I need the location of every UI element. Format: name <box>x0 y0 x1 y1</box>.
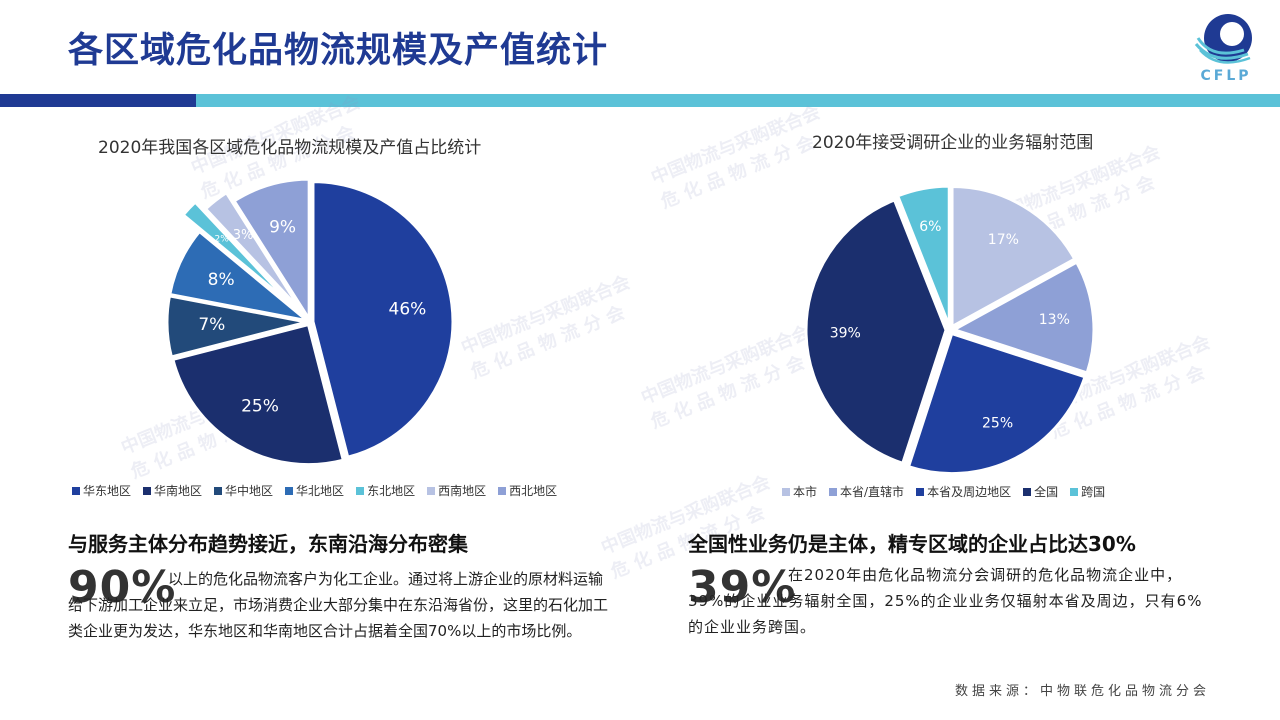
right-section-heading: 全国性业务仍是主体，精专区域的企业占比达30% <box>688 532 1136 556</box>
legend-label: 全国 <box>1034 485 1059 499</box>
legend-label: 华东地区 <box>83 484 132 498</box>
legend-item-2: 华南地区 <box>143 482 202 499</box>
left-chart-title: 2020年我国各区域危化品物流规模及产值占比统计 <box>98 138 482 158</box>
pie-slice-4 <box>804 198 948 466</box>
pie-label-1: 17% <box>988 232 1019 248</box>
pie-slice-6 <box>203 190 303 312</box>
legend-swatch <box>1023 487 1032 496</box>
legend-swatch <box>356 486 365 495</box>
legend-item-6: 西南地区 <box>427 482 486 499</box>
legend-label: 本省/直辖市 <box>840 485 905 499</box>
pie-label-4: 8% <box>208 270 235 290</box>
cflp-logo <box>1194 14 1252 64</box>
watermark: 中国物流与采购联合会危 化 品 物 流 分 会 <box>458 271 634 383</box>
pie-label-2: 25% <box>241 397 279 417</box>
pie-label-7: 9% <box>269 218 296 238</box>
legend-item-1: 本市 <box>782 483 817 500</box>
pie-label-1: 46% <box>389 300 427 320</box>
legend-label: 本市 <box>793 485 818 499</box>
watermark: 中国物流与采购联合会危 化 品 物 流 分 会 <box>638 321 814 433</box>
legend-label: 西南地区 <box>438 484 487 498</box>
left-big-number: 90% <box>68 562 177 613</box>
data-source: 数据来源：中物联危化品物流分会 <box>954 684 1210 699</box>
legend-swatch <box>829 487 838 496</box>
header-bar-dark <box>0 94 196 107</box>
pie-label-6: 3% <box>233 228 254 243</box>
legend-swatch <box>427 486 436 495</box>
legend-swatch <box>1070 487 1079 496</box>
legend-label: 华北地区 <box>296 484 345 498</box>
legend-label: 华中地区 <box>225 484 274 498</box>
pie-label-3: 25% <box>982 415 1013 431</box>
legend-swatch <box>143 486 152 495</box>
pie-slice-4 <box>168 229 309 323</box>
right-big-number: 39% <box>688 562 797 613</box>
legend-swatch <box>916 487 925 496</box>
pie-slice-2 <box>950 260 1096 375</box>
right-chart-legend: 本市 本省/直辖市 本省及周边地区 全国 跨国 <box>782 483 1105 500</box>
legend-label: 西北地区 <box>509 484 558 498</box>
header-bar-light <box>196 94 1280 107</box>
legend-label: 华南地区 <box>154 484 203 498</box>
left-section-text: 以上的危化品物流客户为化工企业。通过将上游企业的原材料运输给下游加工企业来立足，… <box>68 570 609 640</box>
pie-slice-5 <box>181 200 293 306</box>
legend-label: 本省及周边地区 <box>927 485 1012 499</box>
left-section-heading: 与服务主体分布趋势接近，东南沿海分布密集 <box>68 532 468 556</box>
left-pie-chart: 46% 25% 7% 8% 2% 3% 9% <box>165 177 455 467</box>
legend-item-4: 华北地区 <box>285 482 344 499</box>
legend-swatch <box>285 486 294 495</box>
legend-label: 东北地区 <box>367 484 416 498</box>
legend-item-2: 本省/直辖市 <box>829 483 904 500</box>
pie-label-4: 39% <box>830 325 861 341</box>
pie-slice-1 <box>950 185 1077 330</box>
legend-item-1: 华东地区 <box>72 482 131 499</box>
legend-item-5: 跨国 <box>1070 483 1105 500</box>
right-section-text: 在2020年由危化品物流分会调研的危化品物流企业中，39%的企业业务辐射全国，2… <box>688 566 1203 636</box>
pie-label-5: 6% <box>919 219 941 235</box>
pie-label-3: 7% <box>198 315 225 335</box>
pie-slice-2 <box>171 322 346 467</box>
logo-text: CFLP <box>1200 68 1252 84</box>
pie-slice-3 <box>906 331 1087 476</box>
legend-swatch <box>782 487 790 496</box>
right-chart-title: 2020年接受调研企业的业务辐射范围 <box>812 133 1094 153</box>
pie-slice-5 <box>895 184 951 327</box>
legend-swatch <box>72 486 80 495</box>
legend-item-5: 东北地区 <box>356 482 415 499</box>
pie-slice-7 <box>232 177 311 325</box>
page-title: 各区域危化品物流规模及产值统计 <box>68 31 609 71</box>
left-chart-legend: 华东地区 华南地区 华中地区 华北地区 东北地区 西南地区 西北地区 <box>72 482 557 499</box>
legend-item-7: 西北地区 <box>498 482 557 499</box>
legend-item-3: 本省及周边地区 <box>916 483 1011 500</box>
pie-label-2: 13% <box>1039 312 1070 328</box>
legend-item-4: 全国 <box>1023 483 1058 500</box>
pie-label-5: 2% <box>215 235 230 245</box>
legend-item-3: 华中地区 <box>214 482 273 499</box>
pie-slice-1 <box>311 180 455 460</box>
legend-label: 跨国 <box>1081 485 1106 499</box>
right-pie-chart: 17% 13% 25% 39% 6% <box>804 184 1096 476</box>
legend-swatch <box>498 486 507 495</box>
legend-swatch <box>214 486 223 495</box>
